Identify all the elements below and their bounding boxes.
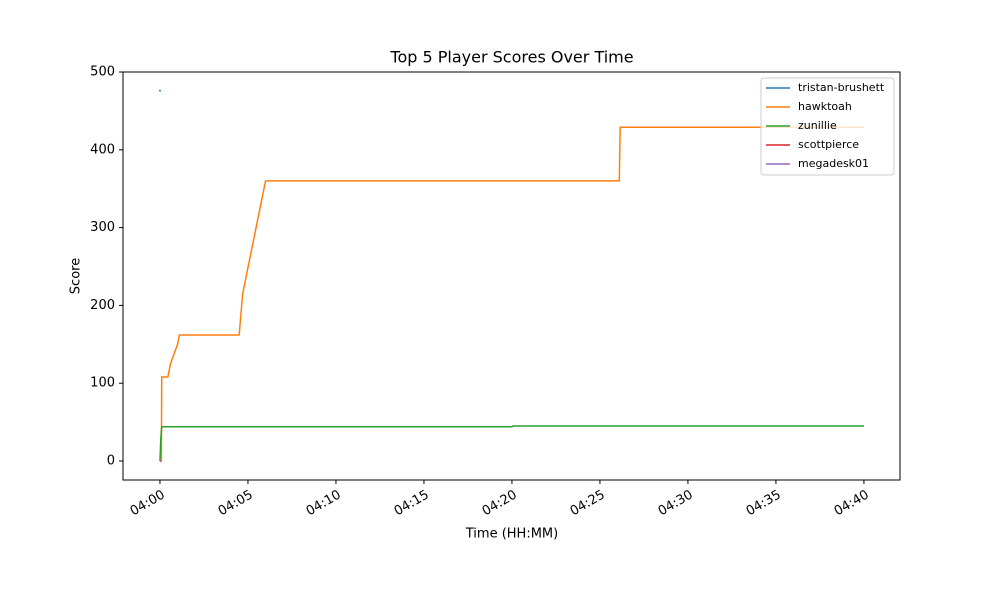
y-tick-label: 300	[90, 220, 115, 235]
legend-box	[760, 77, 895, 176]
y-tick-label: 500	[90, 65, 115, 80]
legend-label: megadesk01	[798, 157, 869, 170]
chart-title: Top 5 Player Scores Over Time	[389, 48, 633, 67]
y-tick-label: 400	[90, 142, 115, 157]
legend-label: scottpierce	[798, 138, 859, 151]
y-axis-label: Score	[69, 258, 84, 294]
y-tick-label: 0	[107, 454, 115, 469]
series-line	[159, 126, 864, 462]
x-axis-label: Time (HH:MM)	[465, 527, 558, 542]
series-line	[159, 425, 864, 462]
y-tick-label: 200	[90, 298, 115, 313]
y-tick-label: 100	[90, 376, 115, 391]
legend-label: tristan-brushett	[798, 81, 885, 94]
legend-label: zunillie	[798, 119, 837, 132]
legend-label: hawktoah	[798, 100, 852, 113]
